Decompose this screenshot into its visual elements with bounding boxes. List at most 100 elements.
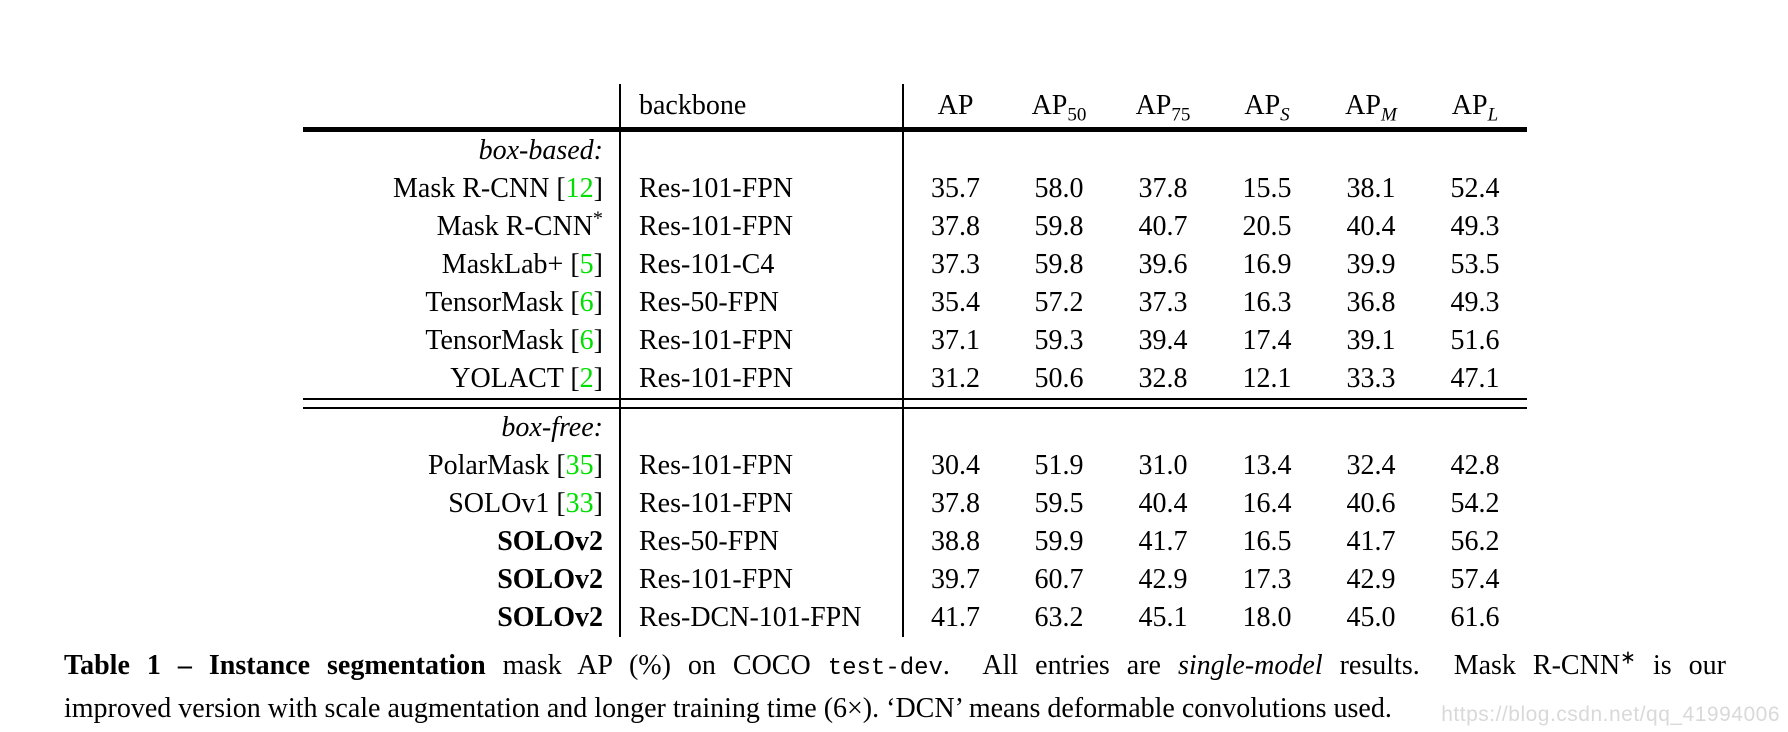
metric-header: AP75 bbox=[1111, 84, 1215, 132]
divider-cell bbox=[1423, 398, 1527, 409]
citation-number: 6 bbox=[579, 325, 594, 356]
table-row: SOLOv1 [33] Res-101-FPN 37.8 59.5 40.4 16.4 40… bbox=[303, 485, 1527, 523]
backbone-cell: Res-101-C4 bbox=[620, 246, 904, 284]
backbone-cell bbox=[620, 408, 904, 447]
metric-value: 38.1 bbox=[1346, 173, 1396, 204]
method-cell: Mask R-CNN [12] bbox=[303, 170, 621, 208]
section-label: box-based: bbox=[478, 135, 603, 166]
metric-value: 41.7 bbox=[931, 602, 980, 633]
backbone-cell: Res-101-FPN bbox=[620, 322, 904, 360]
caption-segment: Table 1 – Instance segmentation bbox=[64, 650, 486, 681]
divider-cell bbox=[1215, 398, 1319, 409]
caption-segment: ∗ bbox=[1620, 647, 1636, 669]
metric-value: 32.8 bbox=[1138, 363, 1188, 394]
metric-value: 59.8 bbox=[1034, 211, 1084, 242]
method-name: SOLOv2 bbox=[497, 602, 603, 633]
metric-value: 61.6 bbox=[1450, 602, 1500, 633]
metric-cell bbox=[1111, 408, 1215, 447]
metric-value: 16.4 bbox=[1242, 488, 1292, 519]
table-row: TensorMask [6] Res-101-FPN 37.1 59.3 39.4 17.… bbox=[303, 322, 1527, 360]
section-label: box-free: bbox=[501, 412, 603, 443]
metric-cell bbox=[1111, 130, 1215, 171]
method-cell: SOLOv2 bbox=[303, 523, 621, 561]
backbone-cell: Res-101-FPN bbox=[620, 447, 904, 485]
metric-value: 15.5 bbox=[1242, 173, 1292, 204]
backbone-cell: Res-101-FPN bbox=[620, 208, 904, 246]
citation-number: 6 bbox=[579, 287, 594, 318]
metric-cell bbox=[1423, 130, 1527, 171]
metric-value: 16.3 bbox=[1242, 287, 1292, 318]
caption-segment: is our bbox=[1636, 650, 1726, 681]
method-name: SOLOv2 bbox=[497, 564, 603, 595]
divider-cell bbox=[303, 398, 621, 409]
metric-header: APS bbox=[1215, 84, 1319, 132]
metric-header: APL bbox=[1423, 84, 1527, 132]
metric-value: 31.0 bbox=[1138, 450, 1188, 481]
metric-value: 17.4 bbox=[1242, 325, 1292, 356]
method-name: MaskLab+ bbox=[441, 249, 564, 280]
caption-segment: results. Mask R-CNN bbox=[1322, 650, 1621, 681]
metric-value: 59.9 bbox=[1034, 526, 1084, 557]
method-cell: SOLOv2 bbox=[303, 599, 621, 637]
method-name: YOLACT bbox=[450, 363, 564, 394]
citation-number: 5 bbox=[579, 249, 594, 280]
metric-value: 16.5 bbox=[1242, 526, 1292, 557]
metric-value: 47.1 bbox=[1450, 363, 1500, 394]
caption-segment: single-model bbox=[1177, 650, 1323, 681]
corner-cell bbox=[303, 84, 621, 132]
metric-value: 16.9 bbox=[1242, 249, 1292, 280]
metric-header: APM bbox=[1319, 84, 1423, 132]
backbone-cell: Res-50-FPN bbox=[620, 284, 904, 322]
metric-value: 40.4 bbox=[1138, 488, 1188, 519]
table-row: SOLOv2 Res-DCN-101-FPN 41.7 63.2 45.1 18.0 45.… bbox=[303, 599, 1527, 637]
backbone-cell: Res-101-FPN bbox=[620, 170, 904, 208]
method-cell: SOLOv2 bbox=[303, 561, 621, 599]
metric-value: 37.8 bbox=[1138, 173, 1188, 204]
method-name: SOLOv2 bbox=[497, 526, 603, 557]
metric-value: 59.8 bbox=[1034, 249, 1084, 280]
caption-line-1: Table 1 – Instance segmentation mask AP … bbox=[64, 646, 1726, 689]
caption-segment: test-dev bbox=[827, 655, 943, 682]
metric-value: 45.1 bbox=[1138, 602, 1188, 633]
metric-cell bbox=[903, 408, 1007, 447]
metric-value: 51.9 bbox=[1034, 450, 1084, 481]
metric-value: 39.4 bbox=[1138, 325, 1188, 356]
divider-cell bbox=[903, 398, 1007, 409]
metric-cell bbox=[1319, 408, 1423, 447]
metric-value: 42.9 bbox=[1138, 564, 1188, 595]
metric-value: 53.5 bbox=[1450, 249, 1500, 280]
method-name: Mask R-CNN bbox=[393, 173, 550, 204]
section-label-cell: box-based: bbox=[303, 129, 621, 170]
metric-value: 59.3 bbox=[1034, 325, 1084, 356]
metric-value: 49.3 bbox=[1450, 211, 1500, 242]
caption-line-2: improved version with scale augmentation… bbox=[64, 689, 1726, 729]
metric-value: 12.1 bbox=[1242, 363, 1292, 394]
table-row: SOLOv2 Res-101-FPN 39.7 60.7 42.9 17.3 42.9 57.… bbox=[303, 561, 1527, 599]
metric-value: 37.8 bbox=[931, 211, 980, 242]
metric-cell bbox=[1215, 408, 1319, 447]
method-name: TensorMask bbox=[425, 325, 564, 356]
backbone-cell: Res-101-FPN bbox=[620, 561, 904, 599]
metric-value: 39.6 bbox=[1138, 249, 1188, 280]
caption-segment: improved version with scale augmentation… bbox=[64, 693, 1392, 724]
metric-value: 40.7 bbox=[1138, 211, 1188, 242]
method-cell: MaskLab+ [5] bbox=[303, 246, 621, 284]
citation-number: 2 bbox=[579, 363, 594, 394]
backbone-cell: Res-101-FPN bbox=[620, 360, 904, 399]
metric-value: 41.7 bbox=[1138, 526, 1188, 557]
method-cell: TensorMask [6] bbox=[303, 322, 621, 360]
method-name: PolarMask bbox=[428, 450, 550, 481]
table-row: YOLACT [2] Res-101-FPN 31.2 50.6 32.8 12.1 33.… bbox=[303, 360, 1527, 399]
method-name: Mask R-CNN bbox=[436, 211, 593, 242]
metric-value: 39.1 bbox=[1346, 325, 1396, 356]
metric-value: 35.7 bbox=[931, 173, 980, 204]
metric-value: 30.4 bbox=[931, 450, 980, 481]
watermark: https://blog.csdn.net/qq_41994006 bbox=[1441, 703, 1780, 726]
metric-cell bbox=[1007, 408, 1111, 447]
method-cell: Mask R-CNN* bbox=[303, 208, 621, 246]
metric-value: 37.3 bbox=[1138, 287, 1188, 318]
metric-value: 33.3 bbox=[1346, 363, 1396, 394]
metric-header: AP bbox=[903, 84, 1007, 132]
caption-segment: mask AP (%) on COCO bbox=[485, 650, 828, 681]
metric-value: 58.0 bbox=[1034, 173, 1084, 204]
